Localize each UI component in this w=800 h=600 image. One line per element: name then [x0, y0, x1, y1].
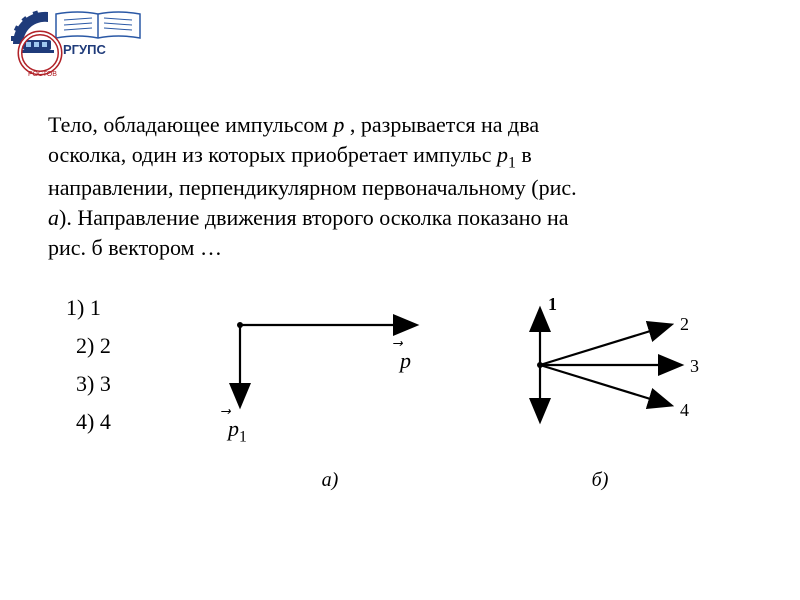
- label-4: 4: [680, 400, 689, 421]
- diagram-b: 1 2 3 4 б): [480, 300, 720, 470]
- answer-4: 4) 4: [48, 409, 111, 435]
- caption-a: а): [200, 469, 460, 492]
- text-fragment: ). Направление движения второго осколка …: [59, 205, 569, 230]
- symbol-p1: p: [497, 142, 508, 167]
- label-3: 3: [690, 356, 699, 377]
- symbol-p1-sub: 1: [508, 154, 516, 171]
- vector-4: [540, 365, 670, 405]
- label-p: p⃗: [400, 348, 411, 374]
- answer-2: 2) 2: [48, 333, 111, 359]
- logo-svg: РГУПС РОСТОВ: [8, 8, 148, 78]
- logo-text: РГУПС: [63, 42, 106, 57]
- vector-2: [540, 325, 670, 365]
- text-fragment: осколка, один из которых приобретает имп…: [48, 142, 497, 167]
- label-1: 1: [548, 294, 557, 315]
- problem-line-1: Тело, обладающее импульсом p , разрывает…: [48, 110, 752, 140]
- diagram-a: p⃗ p⃗1 а): [200, 300, 460, 470]
- text-fragment: в: [516, 142, 532, 167]
- label-2: 2: [680, 314, 689, 335]
- problem-line-5: рис. б вектором …: [48, 233, 752, 263]
- problem-line-4: а). Направление движения второго осколка…: [48, 203, 752, 233]
- problem-paragraph: Тело, обладающее импульсом p , разрывает…: [48, 110, 752, 263]
- label-p1: p⃗1: [228, 416, 247, 446]
- logo-arc-text: РОСТОВ: [28, 71, 57, 78]
- text-fragment: Тело, обладающее импульсом: [48, 112, 333, 137]
- answer-list: 1) 1 2) 2 3) 3 4) 4: [48, 295, 111, 447]
- text-fragment: , разрывается на два: [344, 112, 539, 137]
- text-fragment-a: а: [48, 205, 59, 230]
- problem-line-2: осколка, один из которых приобретает имп…: [48, 140, 752, 174]
- problem-line-3: направлении, перпендикулярном первоначал…: [48, 173, 752, 203]
- diagram-area: p⃗ p⃗1 а) 1 2 3 4: [200, 300, 740, 500]
- caption-b: б): [480, 469, 720, 492]
- university-logo: РГУПС РОСТОВ: [8, 8, 148, 78]
- symbol-p: p: [333, 112, 344, 137]
- book-icon: [56, 12, 140, 38]
- answer-3: 3) 3: [48, 371, 111, 397]
- answer-1: 1) 1: [48, 295, 111, 321]
